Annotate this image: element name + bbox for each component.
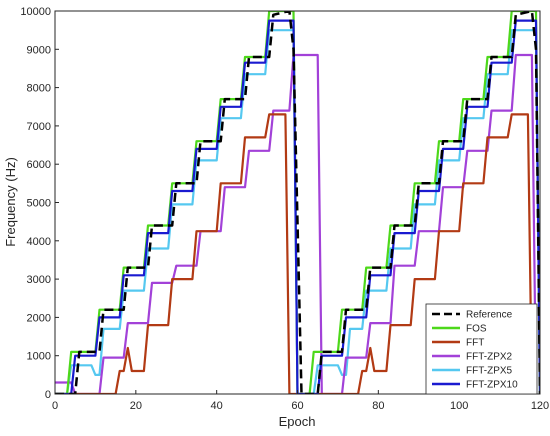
y-axis-label: Frequency (Hz) (3, 157, 18, 247)
y-tick-label: 10000 (20, 6, 51, 18)
y-tick-label: 5000 (27, 198, 51, 210)
y-tick-label: 1000 (27, 351, 51, 363)
x-tick-label: 60 (291, 400, 303, 412)
x-axis-label: Epoch (279, 414, 316, 429)
x-tick-label: 120 (531, 400, 549, 412)
y-tick-label: 7000 (27, 121, 51, 133)
legend-label: FFT (466, 338, 484, 349)
y-tick-label: 6000 (27, 159, 51, 171)
series-line-fft-zpx5 (55, 29, 540, 394)
legend-label: FOS (466, 324, 487, 335)
x-tick-label: 20 (130, 400, 142, 412)
y-tick-label: 2000 (27, 312, 51, 324)
y-tick-label: 4000 (27, 236, 51, 248)
x-tick-label: 100 (450, 400, 468, 412)
axis-layer: 0 20 40 60 80 100 120 0 1000 2000 3000 4000 5000 6000… (20, 6, 549, 412)
legend-label: Reference (466, 310, 513, 321)
y-tick-label: 9000 (27, 44, 51, 56)
x-tick-label: 80 (372, 400, 384, 412)
legend-label: FFT-ZPX5 (466, 366, 513, 377)
legend-label: FFT-ZPX10 (466, 380, 518, 391)
y-tick-label: 3000 (27, 274, 51, 286)
series-line-fft (55, 113, 536, 394)
series-layer (55, 11, 540, 394)
x-tick-label: 0 (52, 400, 58, 412)
legend: Reference FOS FFT FFT-ZPX2 FFT-ZPX5 FFT-ZPX10 (425, 303, 538, 395)
x-tick-label: 40 (211, 400, 223, 412)
y-tick-label: 8000 (27, 83, 51, 95)
legend-label: FFT-ZPX2 (466, 352, 513, 363)
legend-box (425, 303, 538, 395)
y-tick-label: 0 (45, 389, 51, 401)
